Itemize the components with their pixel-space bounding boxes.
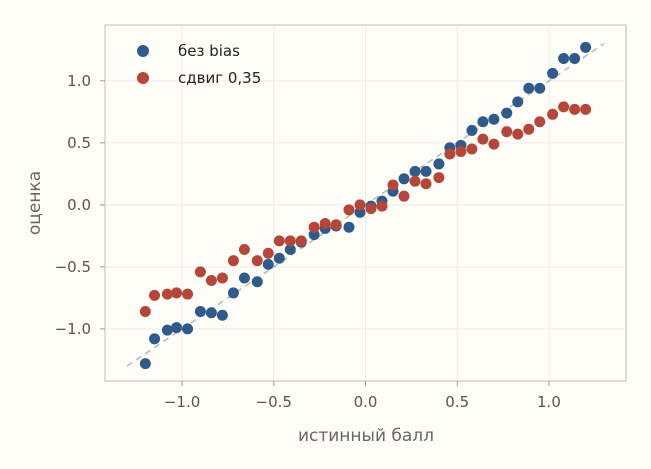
reference-line-layer: [126, 42, 605, 367]
unbiased-point: [284, 244, 296, 256]
biased-point: [171, 287, 183, 299]
unbiased-point: [149, 333, 161, 345]
y-tick-label: 0.0: [67, 196, 91, 214]
unbiased-point: [398, 173, 410, 185]
biased-point: [477, 133, 489, 145]
x-axis-label: истинный балл: [298, 426, 434, 446]
biased-point: [273, 235, 285, 247]
unbiased-point: [273, 252, 285, 264]
unbiased-point: [420, 165, 432, 177]
biased-point: [343, 204, 355, 216]
biased-point: [149, 289, 161, 301]
legend: без bias сдвиг 0,35: [137, 42, 261, 87]
biased-point: [398, 190, 410, 202]
biased-point: [580, 103, 592, 115]
unbiased-point: [227, 287, 239, 299]
biased-point: [547, 108, 559, 120]
biased-point: [534, 116, 546, 128]
biased-point: [444, 148, 456, 160]
unbiased-point: [512, 96, 524, 108]
unbiased-point: [194, 306, 206, 318]
legend-marker-unbiased: [137, 45, 149, 57]
biased-point: [409, 175, 421, 187]
biased-point: [216, 272, 228, 284]
biased-point: [238, 244, 250, 256]
unbiased-point: [409, 165, 421, 177]
biased-point: [376, 200, 388, 212]
unbiased-point: [547, 67, 559, 79]
biased-point: [433, 172, 445, 184]
biased-point: [194, 266, 206, 278]
x-tick-label: −1.0: [164, 393, 200, 411]
unbiased-point: [251, 276, 263, 288]
y-axis-ticks: −1.0 −0.5 0.0 0.5 1.0: [55, 72, 105, 338]
biased-point: [284, 235, 296, 247]
unbiased-point: [139, 358, 151, 370]
unbiased-point: [182, 323, 194, 335]
biased-point: [387, 179, 399, 191]
biased-point: [523, 123, 535, 135]
x-tick-label: −0.5: [256, 393, 292, 411]
unbiased-point: [171, 322, 183, 334]
y-tick-label: −0.5: [55, 258, 91, 276]
legend-label-unbiased: без bias: [178, 42, 240, 60]
unbiased-point: [343, 221, 355, 233]
unbiased-point: [580, 41, 592, 53]
x-tick-label: 0.5: [445, 393, 469, 411]
x-axis-ticks: −1.0 −0.5 0.0 0.5 1.0: [164, 381, 561, 411]
biased-point: [227, 255, 239, 267]
unbiased-point: [569, 52, 581, 64]
unbiased-point: [488, 113, 500, 125]
y-tick-label: 1.0: [67, 72, 91, 90]
unbiased-point: [205, 307, 217, 319]
biased-point: [262, 247, 274, 259]
biased-point: [455, 146, 467, 158]
unbiased-point: [466, 124, 478, 136]
biased-point: [182, 288, 194, 300]
unbiased-point: [558, 52, 570, 64]
biased-point: [205, 275, 217, 287]
unbiased-point: [262, 258, 274, 270]
points-layer: [139, 41, 592, 370]
biased-point: [330, 219, 342, 231]
unbiased-point: [161, 324, 173, 336]
unbiased-point: [433, 158, 445, 170]
biased-point: [501, 126, 513, 138]
unbiased-point: [523, 82, 535, 94]
y-axis-label: оценка: [25, 171, 45, 235]
biased-point: [295, 235, 307, 247]
unbiased-point: [216, 309, 228, 321]
biased-point: [512, 128, 524, 140]
biased-point: [251, 255, 263, 267]
biased-point: [308, 221, 320, 233]
legend-label-biased: сдвиг 0,35: [178, 69, 261, 87]
biased-point: [420, 178, 432, 190]
biased-point: [319, 217, 331, 229]
biased-point: [161, 288, 173, 300]
y-tick-label: 0.5: [67, 134, 91, 152]
x-tick-label: 0.0: [354, 393, 378, 411]
biased-point: [354, 199, 366, 211]
biased-point: [558, 101, 570, 113]
biased-point: [488, 138, 500, 150]
identity-reference-line: [126, 42, 605, 367]
y-tick-label: −1.0: [55, 320, 91, 338]
grid: [105, 25, 626, 381]
unbiased-point: [477, 116, 489, 128]
x-tick-label: 1.0: [537, 393, 561, 411]
unbiased-point: [238, 272, 250, 284]
biased-point: [569, 103, 581, 115]
biased-point: [365, 203, 377, 215]
biased-point: [466, 143, 478, 155]
unbiased-point: [501, 107, 513, 119]
legend-marker-biased: [137, 72, 149, 84]
unbiased-point: [534, 82, 546, 94]
biased-point: [139, 306, 151, 318]
